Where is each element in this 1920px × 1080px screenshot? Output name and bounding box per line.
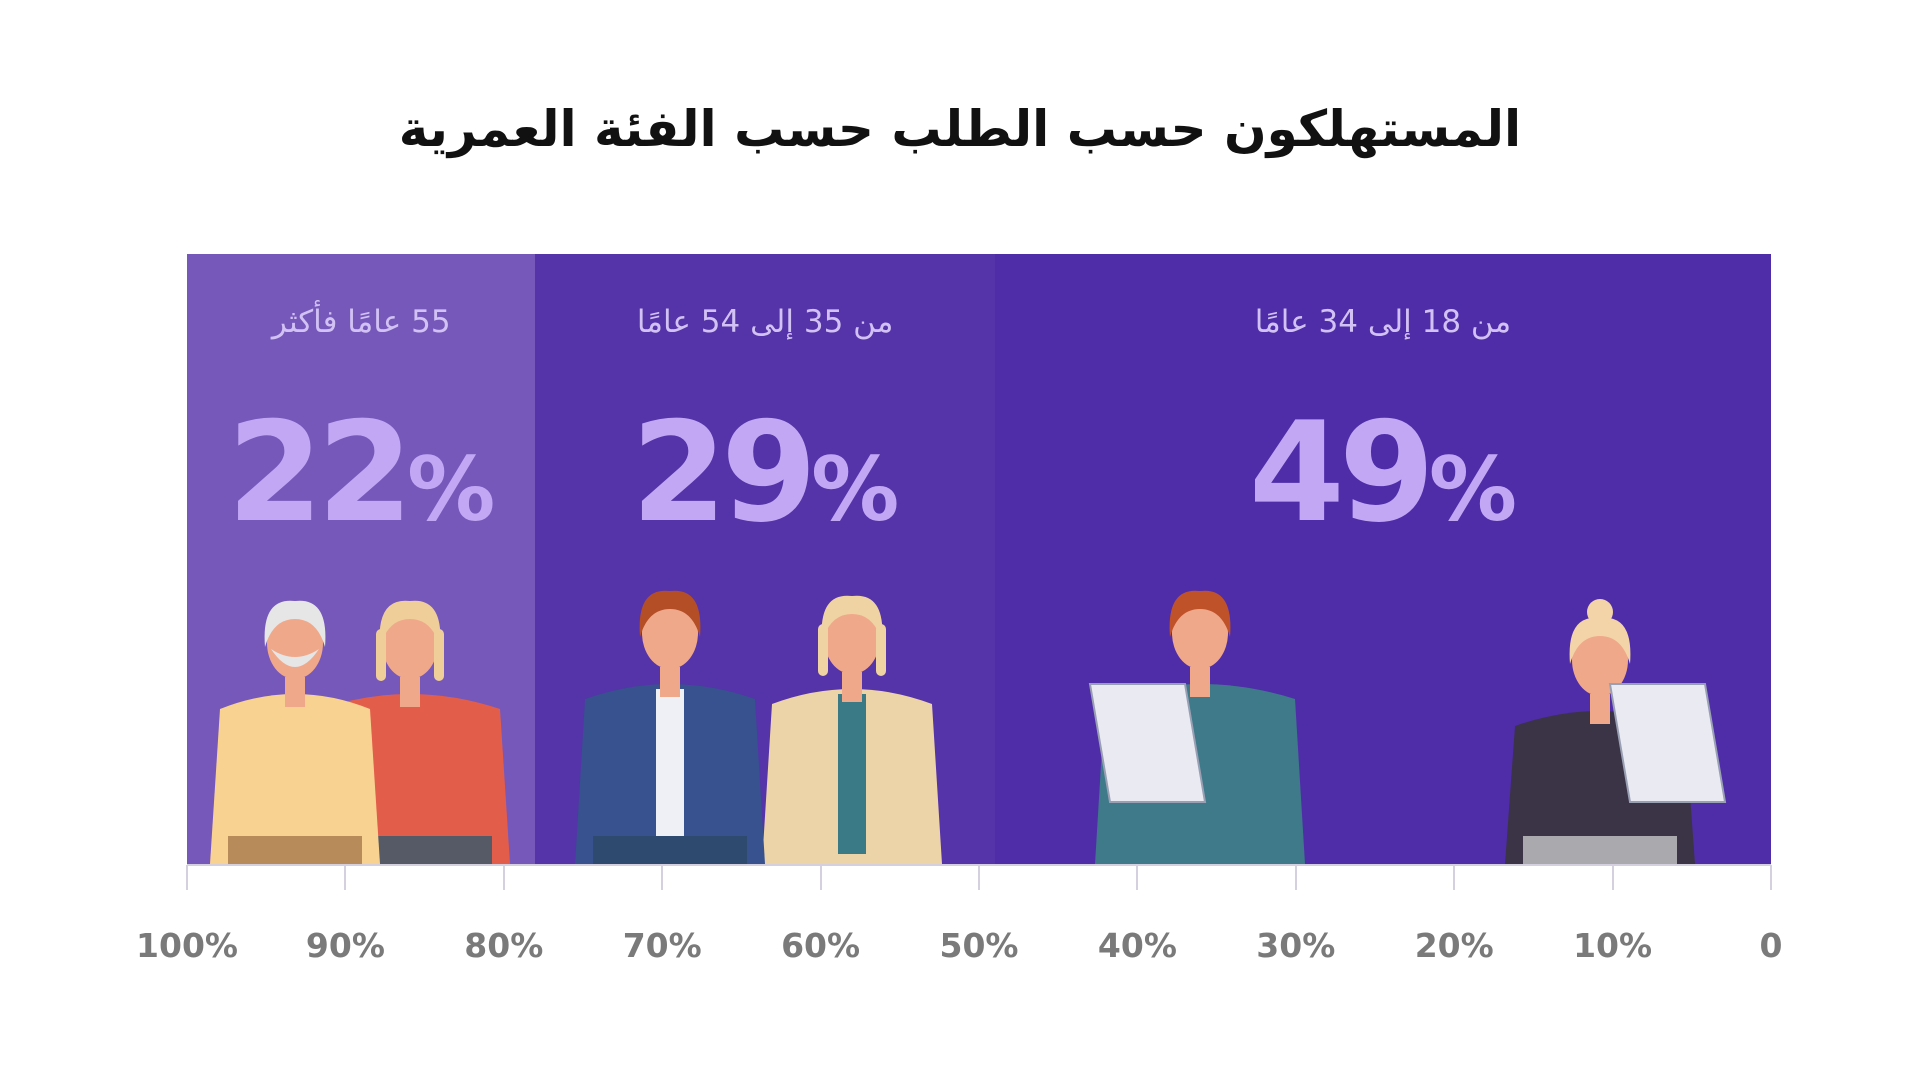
data-label: 29% (631, 392, 900, 553)
data-label: 22% (227, 392, 496, 553)
x-tick (1294, 865, 1297, 890)
category-label: من 18 إلى 34 عامًا (1254, 304, 1512, 340)
x-tick-label: 90% (305, 926, 385, 965)
category-label: من 35 إلى 54 عامًا (636, 304, 894, 340)
x-tick (1770, 865, 1772, 890)
woman-with-tablet-icon (1505, 599, 1727, 864)
man-in-blazer-icon (575, 590, 765, 864)
x-tick-label: 40% (1097, 926, 1177, 965)
x-tick-label: 50% (939, 926, 1019, 965)
x-tick-label: 10% (1573, 926, 1653, 965)
woman-in-cardigan-icon (762, 595, 942, 864)
x-tick-label: 80% (464, 926, 544, 965)
x-tick-label: 100% (136, 926, 238, 965)
x-tick (502, 865, 505, 890)
x-tick (661, 865, 664, 890)
x-tick-label: 0 (1759, 926, 1783, 965)
people-illustrations (210, 590, 1727, 864)
x-tick (1611, 865, 1614, 890)
chart-title: المستهلكون حسب الطلب حسب الفئة العمرية (398, 100, 1522, 158)
man-with-tablet-icon (1088, 590, 1305, 864)
x-tick (978, 865, 980, 890)
x-tick-label: 60% (781, 926, 861, 965)
data-label: 49% (1248, 392, 1518, 553)
x-tick (344, 865, 347, 890)
x-tick (819, 865, 822, 890)
x-tick-label: 70% (622, 926, 702, 965)
x-tick-label: 30% (1256, 926, 1336, 965)
x-tick (1453, 865, 1456, 890)
x-tick (186, 865, 188, 890)
x-tick (1136, 865, 1139, 890)
category-label: 55 عامًا فأكثر (271, 304, 451, 340)
elderly-man-with-suspenders-icon (210, 600, 380, 864)
x-tick-label: 20% (1414, 926, 1494, 965)
